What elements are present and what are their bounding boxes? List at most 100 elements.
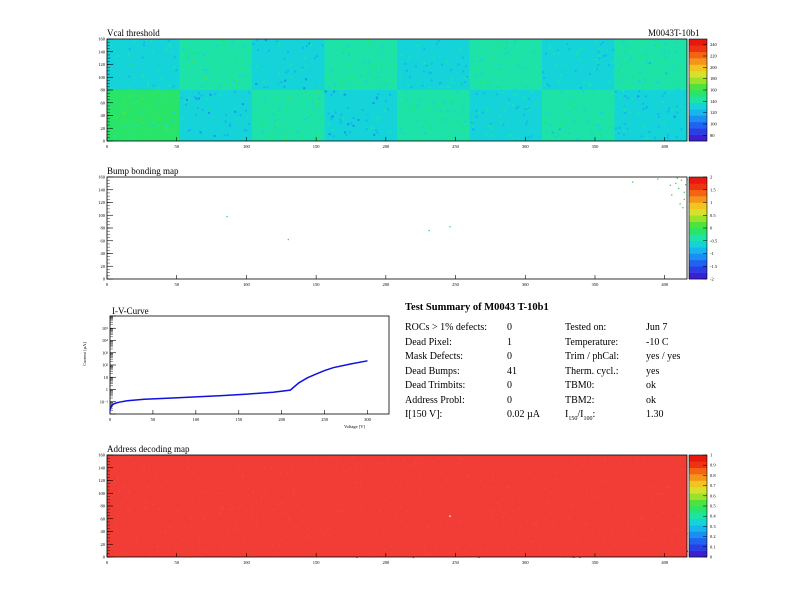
pixel-cell — [569, 492, 572, 494]
palette-band — [689, 531, 707, 539]
pixel-cell — [600, 104, 603, 107]
dead-bump-point — [675, 182, 677, 185]
pixel-cell — [416, 119, 419, 122]
pixel-cell — [607, 538, 609, 540]
pixel-cell — [507, 133, 510, 136]
summary-left-label: I[150 V]: — [405, 409, 443, 420]
pixel-cell — [514, 39, 517, 42]
pixel-cell — [296, 119, 299, 122]
pixel-cell — [194, 478, 196, 481]
palette-tick-label: 80 — [710, 133, 715, 138]
pixel-cell — [537, 44, 540, 47]
pixel-cell — [213, 134, 216, 137]
pixel-cell — [158, 477, 160, 479]
pixel-cell — [476, 551, 478, 553]
pixel-cell — [213, 491, 215, 494]
pixel-cell — [478, 60, 481, 63]
pixel-cell — [470, 59, 473, 62]
palette-tick-label: 0.5 — [710, 504, 716, 509]
pixel-cell — [443, 119, 446, 122]
pixel-cell — [212, 91, 215, 94]
pixel-cell — [260, 81, 263, 84]
pixel-cell — [221, 39, 224, 42]
pixel-cell — [422, 62, 425, 65]
pixel-cell — [214, 492, 217, 494]
pixel-cell — [370, 99, 373, 102]
pixel-cell — [464, 120, 467, 123]
pixel-cell — [234, 107, 237, 110]
pixel-cell — [680, 500, 683, 502]
pixel-cell — [179, 95, 182, 98]
palette-band — [689, 90, 707, 97]
pixel-cell — [678, 546, 681, 549]
pixel-cell — [575, 516, 577, 518]
pixel-cell — [472, 535, 474, 538]
pixel-cell — [265, 84, 268, 87]
pixel-cell — [418, 516, 420, 518]
pixel-cell — [278, 42, 281, 45]
pixel-cell — [473, 493, 475, 495]
pixel-cell — [206, 98, 209, 101]
pixel-cell — [141, 57, 144, 60]
x-tick-label: 100 — [243, 560, 251, 564]
pixel-cell — [357, 100, 360, 103]
pixel-cell — [187, 539, 189, 541]
pixel-cell — [577, 82, 580, 85]
y-tick-label: 60 — [101, 238, 106, 243]
pixel-cell — [325, 480, 327, 483]
pixel-cell — [345, 133, 348, 136]
pixel-cell — [305, 132, 308, 135]
pixel-cell — [301, 135, 304, 138]
pixel-cell — [331, 476, 333, 479]
pixel-cell — [586, 67, 589, 70]
pixel-cell — [225, 462, 228, 464]
pixel-cell — [240, 60, 243, 63]
pixel-cell — [157, 487, 159, 490]
pixel-cell — [426, 526, 429, 529]
pixel-cell — [402, 103, 405, 106]
pixel-cell — [447, 545, 449, 547]
pixel-cell — [194, 546, 197, 548]
pixel-cell — [515, 93, 518, 96]
palette-band — [689, 128, 707, 135]
pixel-cell — [656, 455, 659, 457]
pixel-cell — [657, 113, 660, 116]
pixel-cell — [306, 534, 309, 537]
palette-band — [689, 208, 707, 216]
pixel-cell — [594, 554, 597, 557]
pixel-cell — [129, 480, 132, 482]
pixel-cell — [489, 137, 492, 140]
pixel-cell — [649, 485, 651, 487]
palette-band — [689, 39, 707, 46]
pixel-cell — [181, 86, 184, 89]
pixel-cell — [564, 45, 567, 48]
pixel-cell — [623, 109, 626, 112]
pixel-cell — [304, 75, 307, 78]
pixel-cell — [526, 545, 528, 547]
pixel-cell — [545, 491, 547, 493]
pixel-cell — [127, 490, 130, 492]
pixel-cell — [495, 93, 498, 96]
pixel-cell — [251, 510, 253, 512]
pixel-cell — [464, 65, 467, 68]
pixel-cell — [168, 110, 171, 113]
palette-band — [689, 196, 707, 203]
palette-band — [689, 77, 707, 84]
pixel-cell — [356, 482, 358, 484]
palette-band — [689, 121, 707, 129]
pixel-cell — [372, 466, 375, 468]
pixel-cell — [542, 71, 545, 74]
pixel-cell — [343, 104, 346, 107]
pixel-cell — [434, 121, 437, 124]
pixel-cell — [218, 66, 221, 69]
pixel-cell — [276, 124, 279, 127]
pixel-cell — [452, 532, 455, 535]
pixel-cell — [117, 55, 120, 58]
pixel-cell — [565, 471, 568, 473]
pixel-cell — [446, 39, 449, 42]
pixel-cell — [459, 83, 462, 86]
pixel-cell — [223, 43, 226, 46]
pixel-cell — [537, 510, 539, 512]
pixel-cell — [142, 73, 145, 76]
plot-frame — [106, 176, 688, 280]
